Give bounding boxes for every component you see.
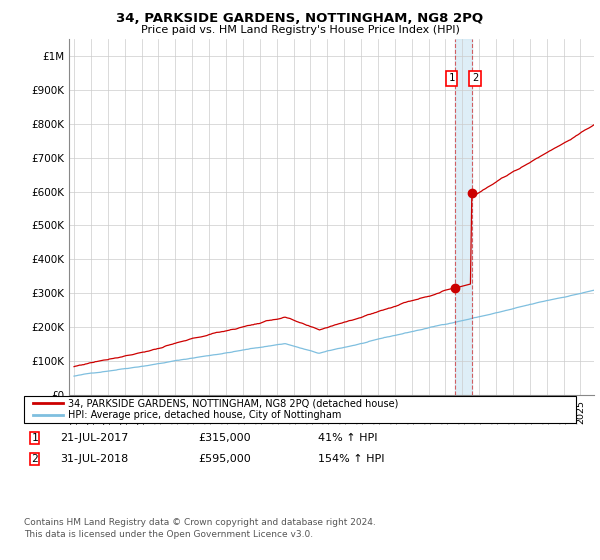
Text: 154% ↑ HPI: 154% ↑ HPI [318,454,385,464]
Text: 21-JUL-2017: 21-JUL-2017 [60,433,128,443]
Text: £315,000: £315,000 [198,433,251,443]
Text: 1: 1 [449,73,455,83]
Text: 2: 2 [31,454,38,464]
Text: 41% ↑ HPI: 41% ↑ HPI [318,433,377,443]
Text: 2: 2 [472,73,478,83]
Text: 1: 1 [31,433,38,443]
Text: £595,000: £595,000 [198,454,251,464]
Text: 34, PARKSIDE GARDENS, NOTTINGHAM, NG8 2PQ: 34, PARKSIDE GARDENS, NOTTINGHAM, NG8 2P… [116,12,484,25]
Text: 31-JUL-2018: 31-JUL-2018 [60,454,128,464]
Text: Contains HM Land Registry data © Crown copyright and database right 2024.
This d: Contains HM Land Registry data © Crown c… [24,518,376,539]
Text: 34, PARKSIDE GARDENS, NOTTINGHAM, NG8 2PQ (detached house): 34, PARKSIDE GARDENS, NOTTINGHAM, NG8 2P… [68,399,398,408]
Bar [455,39,472,395]
Text: HPI: Average price, detached house, City of Nottingham: HPI: Average price, detached house, City… [68,410,341,420]
Text: Price paid vs. HM Land Registry's House Price Index (HPI): Price paid vs. HM Land Registry's House … [140,25,460,35]
